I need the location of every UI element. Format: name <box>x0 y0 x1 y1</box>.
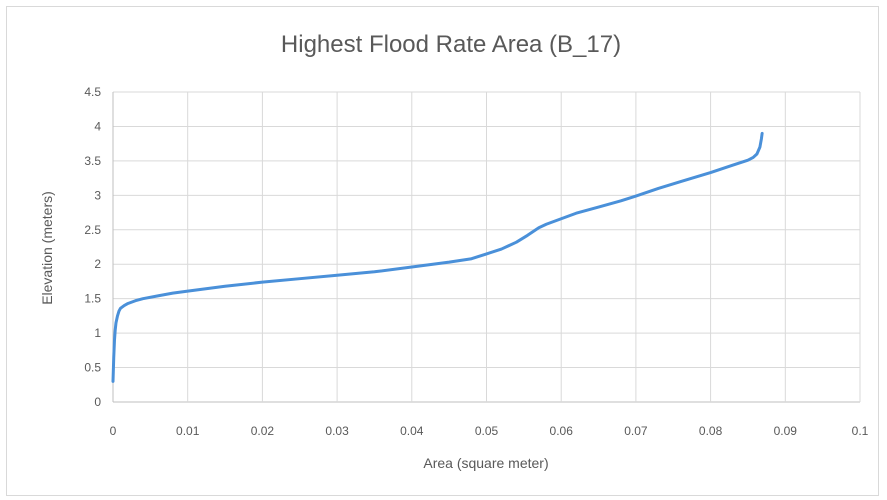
chart-frame <box>6 6 879 496</box>
x-tick-label: 0.01 <box>176 424 200 438</box>
y-tick-label: 4.5 <box>84 85 101 99</box>
y-axis-label: Elevation (meters) <box>39 191 55 305</box>
x-tick-label: 0.1 <box>852 424 869 438</box>
x-tick-label: 0.07 <box>624 424 648 438</box>
y-tick-label: 1.5 <box>84 292 101 306</box>
x-tick-label: 0.09 <box>774 424 798 438</box>
y-tick-label: 3.5 <box>84 154 101 168</box>
y-tick-label: 0 <box>94 395 101 409</box>
y-tick-label: 2 <box>94 257 101 271</box>
x-tick-label: 0.05 <box>475 424 499 438</box>
x-tick-label: 0.03 <box>325 424 349 438</box>
y-tick-label: 1 <box>94 326 101 340</box>
chart-title: Highest Flood Rate Area (B_17) <box>281 31 621 58</box>
y-tick-label: 4 <box>94 119 101 133</box>
x-tick-labels: 0 0.01 0.02 0.03 0.04 0.05 0.06 0.07 0.08 0.09 0.1 <box>110 424 869 438</box>
gridlines <box>112 91 861 403</box>
x-tick-label: 0.06 <box>550 424 574 438</box>
x-tick-label: 0.08 <box>699 424 723 438</box>
x-axis-label: Area (square meter) <box>423 455 548 471</box>
x-tick-label: 0.04 <box>400 424 424 438</box>
y-tick-labels: 0 0.5 1 1.5 2 2.5 3 3.5 4 4.5 <box>84 85 101 409</box>
y-tick-label: 3 <box>94 188 101 202</box>
y-tick-label: 0.5 <box>84 361 101 375</box>
x-tick-label: 0.02 <box>251 424 275 438</box>
series-line <box>111 131 764 383</box>
series-layer <box>111 131 764 383</box>
y-tick-label: 2.5 <box>84 223 101 237</box>
x-tick-label: 0 <box>110 424 117 438</box>
